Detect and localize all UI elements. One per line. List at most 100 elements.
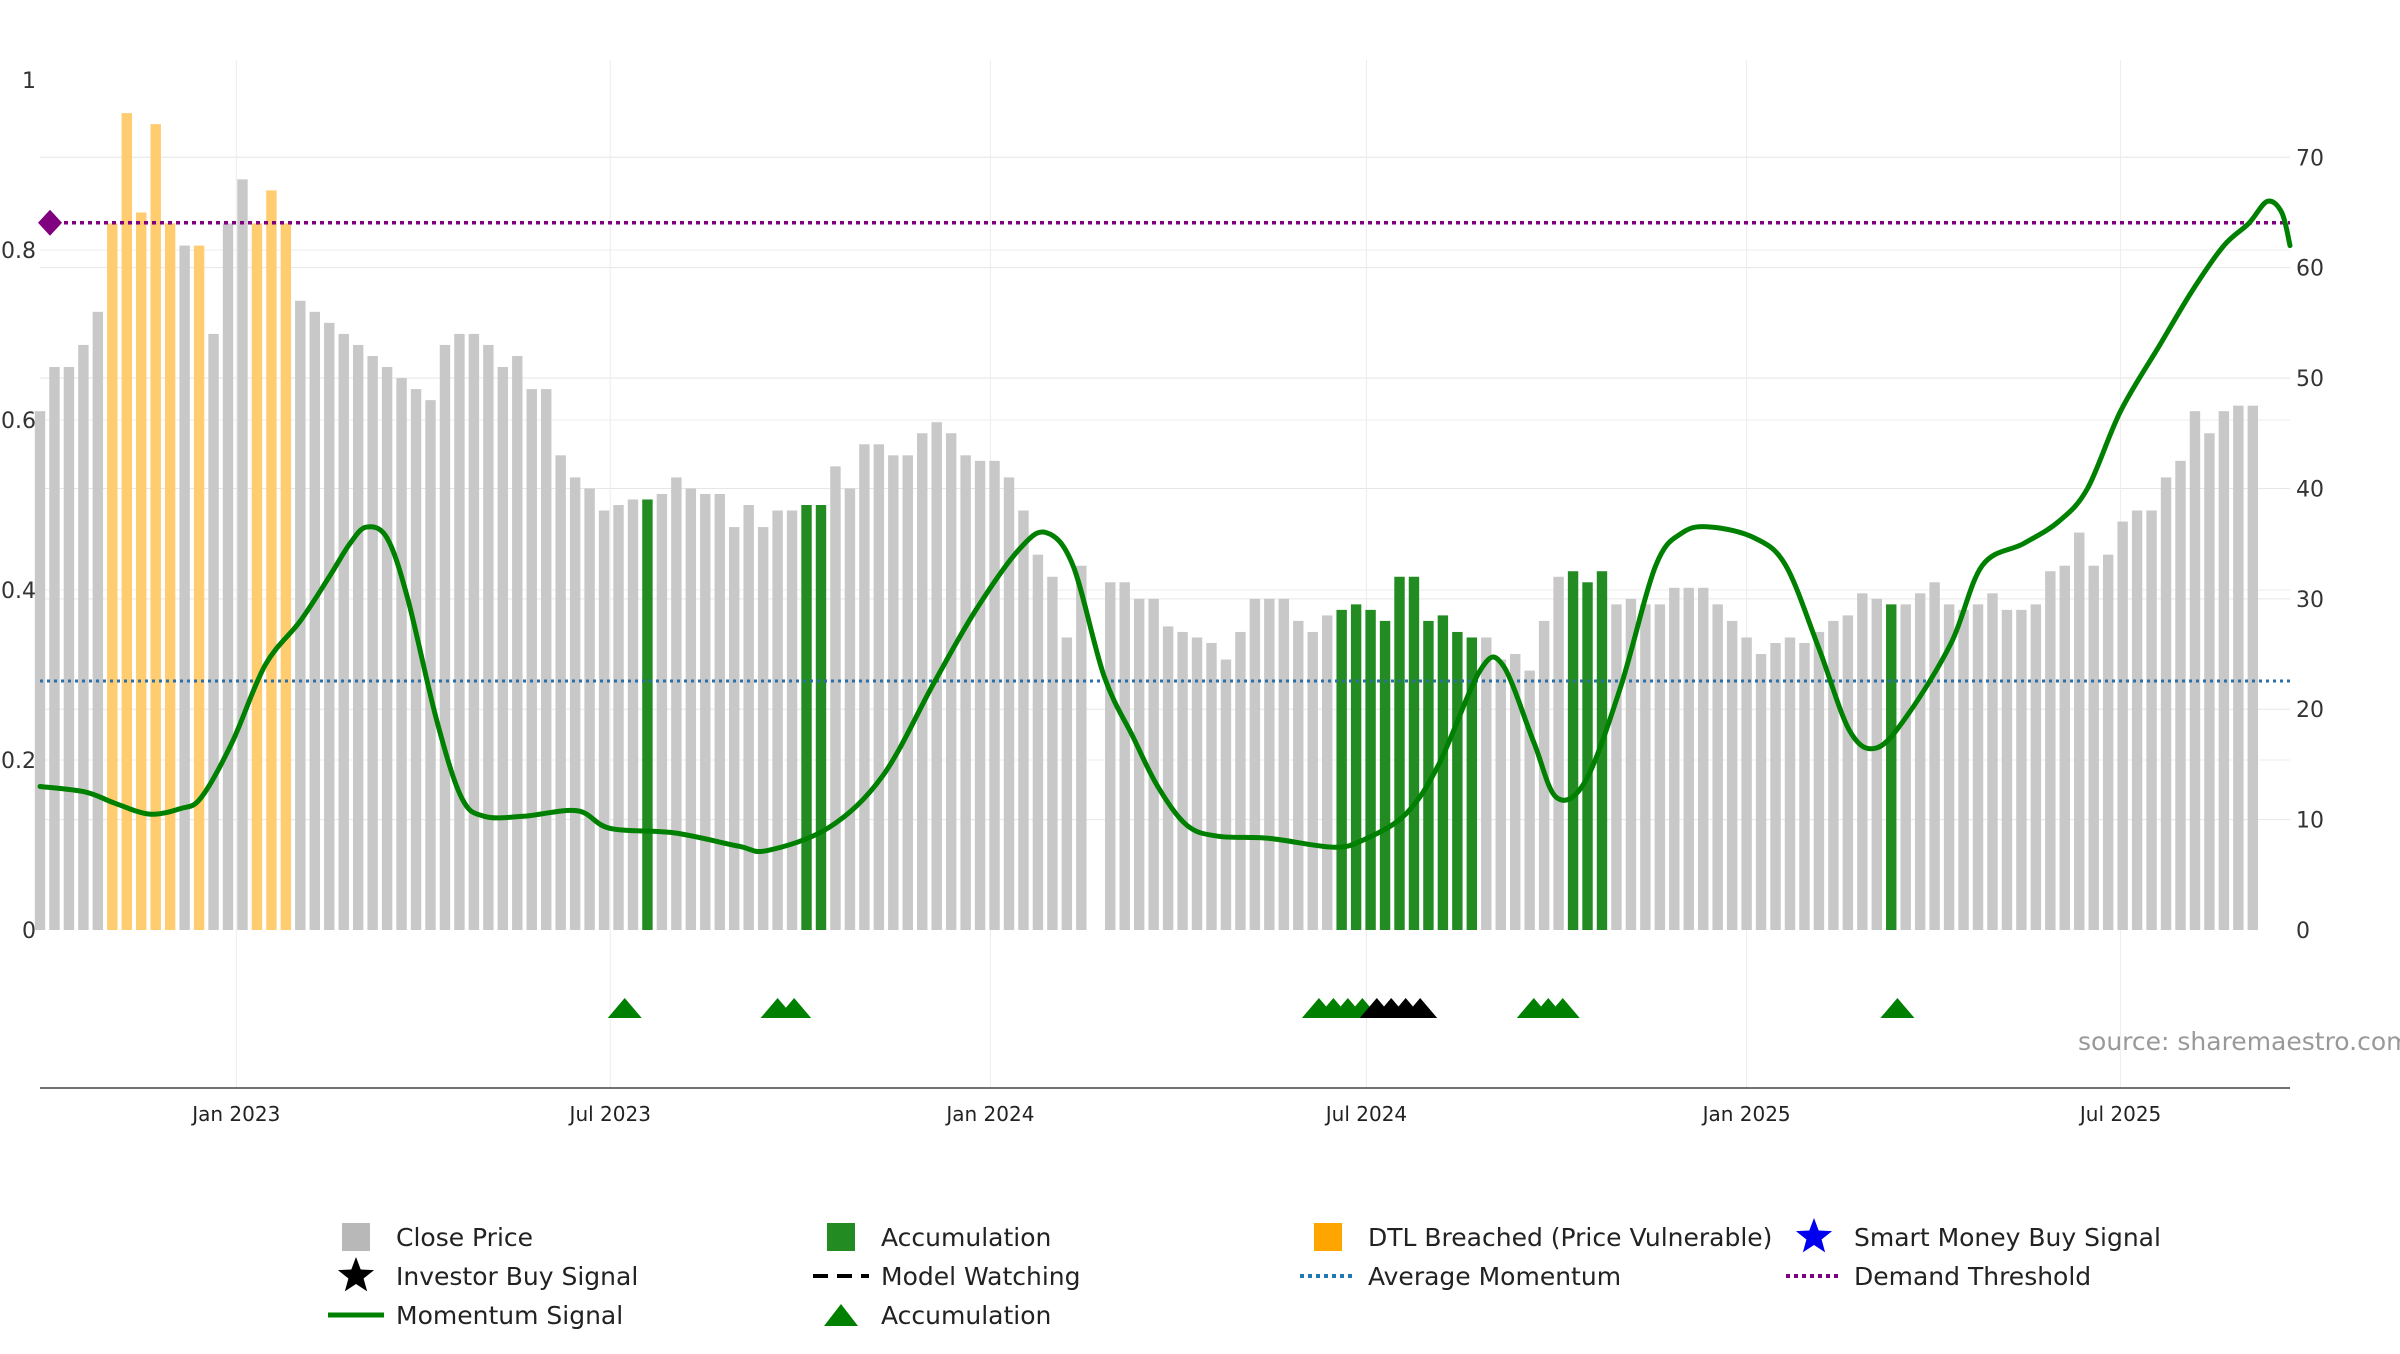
y-right-tick-label-6: 60 [2296,257,2324,282]
bar-close-price-102 [1510,654,1521,930]
bar-close-price-30 [468,333,480,930]
bar-close-price-34 [526,389,537,930]
bar-close-price-22 [352,344,364,930]
bar-dtl-breached-8 [150,124,161,931]
bar-close-price-137 [2016,609,2027,930]
bar-close-price-143 [2102,554,2114,930]
bar-close-price-100 [1481,637,1492,930]
bar-close-price-81 [1206,642,1217,930]
investor-marker-3 [1403,998,1438,1018]
bar-close-price-88 [1307,631,1318,930]
bar-close-price-121 [1784,637,1796,930]
y-left-tick-label-3: 0.6 [1,409,36,434]
bar-close-price-48 [729,527,740,930]
bar-close-price-57 [859,444,870,930]
bar-close-price-113 [1669,587,1680,930]
bar-close-price-79 [1177,631,1188,930]
y-left-tick-label-0: 0 [22,919,36,944]
bar-close-price-4 [92,311,104,930]
bar-close-price-110 [1625,598,1637,930]
bar-close-price-136 [2001,609,2013,930]
bar-close-price-19 [309,311,320,930]
y-left-tick-label-5: 1 [22,69,36,94]
lines-layer [37,198,2293,855]
bar-close-price-13 [222,223,234,931]
bar-close-price-126 [1857,593,1868,930]
bar-accumulation-90 [1336,609,1347,930]
bar-dtl-breached-15 [251,223,263,931]
bar-close-price-89 [1321,615,1333,930]
legend-label-demand-threshold-7: Demand Threshold [1854,1262,2091,1291]
bar-close-price-69 [1032,554,1044,930]
bar-close-price-119 [1755,654,1767,930]
bar-close-price-147 [2160,477,2172,930]
legend-layer: Close Price Accumulation DTL Breached (Pri… [328,1218,2161,1330]
axes-layer: Jan 2023 Jul 2023 Jan 2024 Jul 2024 Jan 2025… [1,69,2324,1126]
bar-close-price-71 [1061,637,1073,930]
bar-close-price-68 [1018,510,1029,930]
bar-close-price-144 [2117,521,2128,930]
bar-close-price-56 [844,488,856,930]
y-left-tick-label-4: 0.8 [1,239,36,264]
legend-star-investor-buy-signal-4 [337,1257,375,1292]
bar-close-price-153 [2247,405,2259,930]
bar-close-price-145 [2131,510,2143,930]
bar-close-price-29 [454,333,465,930]
bar-close-price-18 [295,300,306,930]
y-right-tick-label-7: 70 [2296,146,2324,171]
bar-close-price-28 [439,344,451,930]
bar-close-price-10 [179,245,190,930]
accumulation-marker-0 [607,998,642,1018]
bar-close-price-109 [1611,604,1622,930]
bar-accumulation-93 [1379,620,1391,930]
bar-close-price-112 [1654,604,1666,930]
bar-close-price-118 [1741,637,1752,930]
bar-close-price-51 [772,510,783,930]
bar-close-price-21 [338,333,349,930]
bar-dtl-breached-9 [164,223,176,931]
bar-close-price-24 [381,367,393,930]
x-tick-label-5: Jul 2025 [2078,1102,2161,1126]
legend-label-investor-buy-signal-4: Investor Buy Signal [396,1262,638,1291]
bar-close-price-86 [1278,598,1290,930]
bar-close-price-125 [1842,615,1854,930]
bar-close-price-146 [2146,510,2157,930]
momentum-signal-line [37,198,2293,855]
markers-layer [607,998,1915,1018]
bar-close-price-64 [960,455,971,930]
bar-close-price-150 [2204,433,2215,930]
bar-close-price-152 [2233,405,2244,930]
bar-close-price-26 [410,389,422,930]
bar-dtl-breached-11 [193,245,205,930]
bar-close-price-0 [34,411,46,930]
legend-star-smart-money-buy-signal-3 [1795,1218,1833,1253]
bar-close-price-65 [974,460,986,930]
bar-close-price-151 [2218,411,2230,930]
bar-close-price-138 [2030,604,2042,930]
bar-close-price-120 [1770,642,1781,930]
bar-close-price-142 [2088,565,2099,930]
bar-dtl-breached-17 [280,223,292,931]
bars-layer [34,113,2259,931]
bar-close-price-134 [1972,604,1984,930]
bar-close-price-67 [1003,477,1015,930]
y-right-tick-label-3: 30 [2296,588,2324,613]
bar-accumulation-94 [1394,576,1405,930]
bar-close-price-75 [1119,582,1130,930]
bar-close-price-148 [2175,460,2186,930]
bar-close-price-77 [1148,598,1159,930]
bar-close-price-101 [1495,659,1506,930]
bar-accumulation-128 [1886,604,1897,930]
x-tick-label-1: Jul 2023 [568,1102,651,1126]
bar-close-price-36 [555,455,566,930]
accumulation-marker-10 [1880,998,1915,1018]
bar-close-price-82 [1220,659,1232,930]
bar-accumulation-54 [815,505,827,930]
bar-close-price-139 [2045,571,2056,930]
bar-accumulation-53 [801,505,812,930]
legend-triangle-accumulation-9 [824,1304,858,1326]
bar-dtl-breached-5 [107,223,118,931]
bar-accumulation-95 [1408,576,1420,930]
bar-close-price-52 [786,510,798,930]
bar-accumulation-98 [1452,631,1463,930]
